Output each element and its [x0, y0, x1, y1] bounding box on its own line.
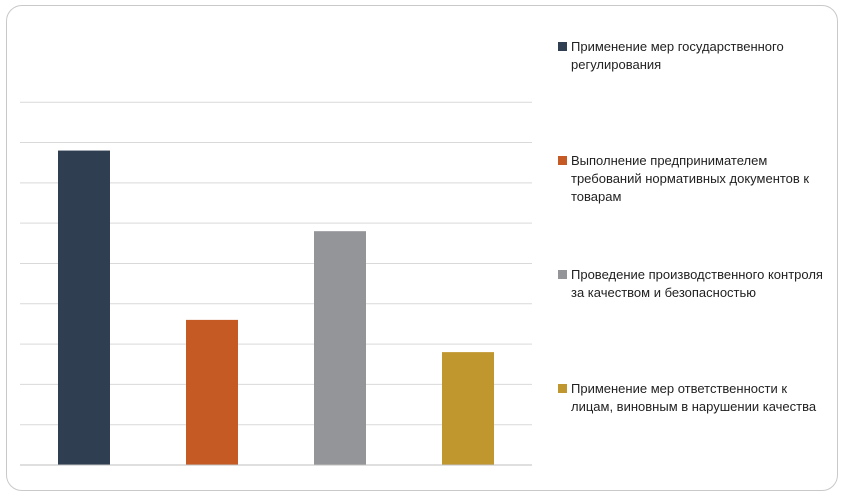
legend-swatch-3 [558, 270, 567, 279]
legend-swatch-4 [558, 384, 567, 393]
legend-label-3: Проведение производственного контроля за… [571, 267, 823, 300]
legend-swatch-1 [558, 42, 567, 51]
legend-label-2: Выполнение предпринимателем требований н… [571, 153, 810, 204]
legend-item-2: Выполнение предпринимателем требований н… [558, 152, 828, 206]
legend-item-3: Проведение производственного контроля за… [558, 266, 828, 302]
legend-item-4: Применение мер ответственности к лицам, … [558, 380, 828, 416]
legend-label-4: Применение мер ответственности к лицам, … [571, 381, 817, 414]
bar-series-3 [314, 231, 366, 465]
legend-item-1: Применение мер государственного регулиро… [558, 38, 828, 74]
bar-series-4 [442, 352, 494, 465]
bar-series-1 [58, 150, 110, 465]
bar-series-2 [186, 319, 238, 465]
chart-frame [6, 5, 838, 491]
legend-label-1: Применение мер государственного регулиро… [571, 39, 784, 72]
legend-swatch-2 [558, 156, 567, 165]
